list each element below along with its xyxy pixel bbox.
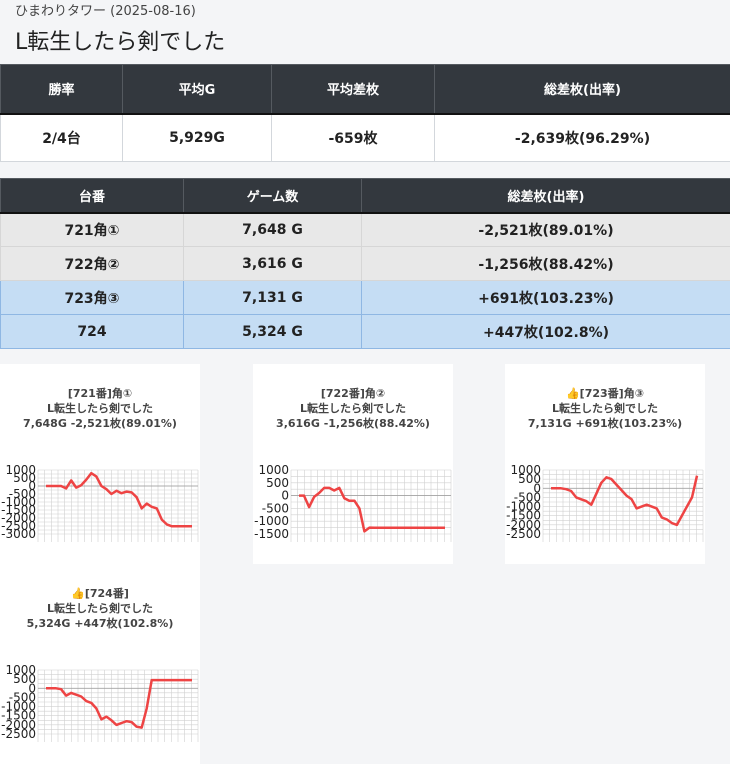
tick-label: -2500 — [1, 519, 36, 533]
table-row[interactable]: 723角③ 7,131 G +691枚(103.23%) — [0, 280, 730, 315]
tick-label: 1000 — [5, 464, 36, 477]
store-date-label: ひまわりタワー (2025-08-16) — [15, 4, 196, 19]
chart-card-723: 👍[723番]角③ L転生したら剣でした 7,131G +691枚(103.23… — [505, 364, 705, 564]
chart-title-line: [722番]角② — [320, 387, 386, 400]
tick-label: -3000 — [1, 527, 36, 541]
tick-label: 0 — [28, 479, 36, 493]
tick-label: -500 — [9, 690, 36, 704]
tick-label: -2500 — [1, 727, 36, 741]
total-diff: -1,256枚(88.42%) — [361, 246, 730, 281]
tick-label: 1000 — [510, 464, 541, 477]
chart-title-line-first: 👍[723番]角③ — [565, 387, 645, 400]
total-diff-header: 総差枚(出率) — [434, 64, 730, 115]
chart-title-line-first: 👍[724番] — [71, 587, 129, 600]
chart-card-722: [722番]角② L転生したら剣でした 3,616G -1,256枚(88.42… — [253, 364, 453, 564]
game-count: 7,131 G — [183, 280, 362, 315]
tick-label: -2000 — [1, 718, 36, 732]
tick-label: -500 — [9, 487, 36, 501]
tick-label: -1500 — [506, 509, 541, 523]
tick-label: -1500 — [1, 503, 36, 517]
chart-title-line: L転生したら剣でした — [299, 402, 406, 415]
summary-value-row: 2/4台 5,929G -659枚 -2,639枚(96.29%) — [0, 113, 730, 162]
tick-label: -2500 — [506, 527, 541, 541]
game-count-header: ゲーム数 — [183, 178, 362, 214]
tick-label: 0 — [533, 481, 541, 495]
tick-label: -500 — [262, 501, 289, 515]
tick-label: -1500 — [254, 527, 289, 541]
table-row[interactable]: 722角② 3,616 G -1,256枚(88.42%) — [0, 246, 730, 281]
chart-card-721: [721番]角① L転生したら剣でした 7,648G -2,521枚(89.01… — [0, 364, 200, 564]
win-rate-header: 勝率 — [0, 64, 123, 115]
win-rate-value: 2/4台 — [0, 113, 123, 162]
tick-label: -1500 — [1, 709, 36, 723]
avg-games-header: 平均G — [122, 64, 272, 115]
chart-title-line: 5,324G +447枚(102.8%) — [26, 617, 174, 630]
chart-title-line: 7,648G -2,521枚(89.01%) — [23, 417, 177, 430]
chart-card-724: 👍[724番] L転生したら剣でした 5,324G +447枚(102.8%) … — [0, 564, 200, 764]
data-line — [299, 486, 445, 533]
tick-label: -2000 — [1, 511, 36, 525]
tick-label: -1000 — [506, 500, 541, 514]
avg-games-value: 5,929G — [122, 113, 272, 162]
total-diff: +447枚(102.8%) — [361, 314, 730, 349]
chart-title-line: L転生したら剣でした — [46, 602, 153, 615]
tick-label: -1000 — [1, 495, 36, 509]
tick-label: 500 — [266, 476, 289, 490]
total-diff: -2,521枚(89.01%) — [361, 212, 730, 247]
page-title: L転生したら剣でした — [15, 30, 226, 55]
table-row[interactable]: 721角① 7,648 G -2,521枚(89.01%) — [0, 212, 730, 247]
game-count: 5,324 G — [183, 314, 362, 349]
chart-title-line: 3,616G -1,256枚(88.42%) — [276, 417, 430, 430]
chart-title: [721番]角① L転生したら剣でした 7,648G -2,521枚(89.01… — [0, 386, 200, 431]
total-diff: +691枚(103.23%) — [361, 280, 730, 315]
chart-title-line: 7,131G +691枚(103.23%) — [527, 417, 683, 430]
chart-title: [722番]角② L転生したら剣でした 3,616G -1,256枚(88.42… — [253, 386, 453, 431]
unit-number: 721角① — [0, 212, 184, 247]
avg-diff-value: -659枚 — [271, 113, 435, 162]
tick-label: 1000 — [5, 664, 36, 677]
total-diff-value: -2,639枚(96.29%) — [434, 113, 730, 162]
game-count: 3,616 G — [183, 246, 362, 281]
tick-label: -1000 — [1, 700, 36, 714]
tick-label: 1000 — [258, 464, 289, 477]
chart-title-line: [721番]角① — [67, 387, 133, 400]
avg-diff-header: 平均差枚 — [271, 64, 435, 115]
total-diff-header: 総差枚(出率) — [361, 178, 730, 214]
table-row[interactable]: 724 5,324 G +447枚(102.8%) — [0, 314, 730, 349]
data-line — [46, 678, 192, 729]
unit-number: 724 — [0, 314, 184, 349]
unit-number: 723角③ — [0, 280, 184, 315]
chart-title-line: L転生したら剣でした — [46, 402, 153, 415]
tick-label: -1000 — [254, 514, 289, 528]
game-count: 7,648 G — [183, 212, 362, 247]
data-line — [551, 475, 699, 527]
units-table: 台番 ゲーム数 総差枚(出率) 721角① 7,648 G -2,521枚(89… — [0, 178, 730, 349]
tick-label: 500 — [13, 471, 36, 485]
unit-number: 722角② — [0, 246, 184, 281]
units-header-row: 台番 ゲーム数 総差枚(出率) — [0, 178, 730, 214]
tick-label: 0 — [281, 489, 289, 503]
chart-title: 👍[723番]角③ L転生したら剣でした 7,131G +691枚(103.23… — [505, 386, 705, 431]
chart-title-line: L転生したら剣でした — [551, 402, 658, 415]
tick-label: -2000 — [506, 518, 541, 532]
unit-number-header: 台番 — [0, 178, 184, 214]
thumbs-up-icon: 👍 — [71, 587, 85, 600]
summary-header-row: 勝率 平均G 平均差枚 総差枚(出率) — [0, 64, 730, 115]
tick-label: 500 — [518, 472, 541, 486]
thumbs-up-icon: 👍 — [565, 387, 580, 400]
summary-table: 勝率 平均G 平均差枚 総差枚(出率) 2/4台 5,929G -659枚 -2… — [0, 64, 730, 162]
tick-label: -500 — [514, 490, 541, 504]
chart-title: 👍[724番] L転生したら剣でした 5,324G +447枚(102.8%) — [0, 586, 200, 631]
tick-label: 0 — [28, 681, 36, 695]
data-line — [46, 471, 192, 528]
tick-label: 500 — [13, 672, 36, 686]
